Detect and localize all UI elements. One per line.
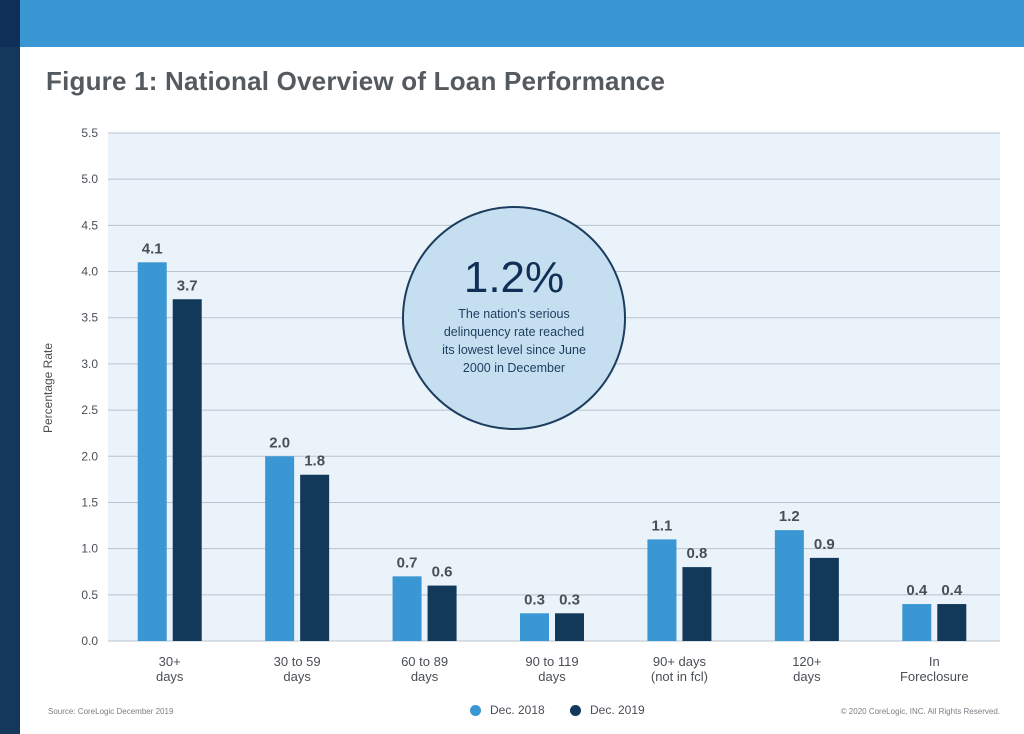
data-label: 4.1 [142, 240, 163, 257]
data-label: 1.2 [779, 508, 800, 525]
header-bar [0, 0, 1024, 47]
data-label: 0.8 [686, 545, 707, 562]
legend-item-series-1: Dec. 2018 [470, 703, 545, 717]
data-label: 1.1 [651, 517, 672, 534]
x-tick-label: 30 to 59 [274, 654, 321, 669]
data-label: 0.4 [941, 582, 963, 599]
callout-text-line: The nation's serious [458, 307, 569, 321]
y-tick-label: 0.0 [81, 634, 98, 648]
bar-series-2 [937, 604, 967, 641]
bar-series-1 [137, 262, 167, 641]
x-tick-label: 60 to 89 [401, 654, 448, 669]
bar-series-1 [774, 530, 804, 641]
bar-series-2 [172, 299, 202, 641]
data-label: 0.3 [559, 591, 580, 608]
data-label: 0.9 [814, 536, 835, 553]
y-tick-label: 5.0 [81, 172, 98, 186]
bar-series-1 [647, 539, 677, 641]
data-label: 0.3 [524, 591, 545, 608]
callout-value: 1.2% [464, 253, 564, 302]
bar-series-1 [902, 604, 932, 641]
copyright-note: © 2020 CoreLogic, INC. All Rights Reserv… [840, 707, 1000, 716]
data-label: 0.6 [432, 564, 453, 581]
bar-series-2 [555, 613, 584, 641]
y-tick-label: 3.0 [81, 357, 98, 371]
bar-series-1 [520, 613, 549, 641]
x-tick-label: days [538, 669, 566, 684]
y-axis-label: Percentage Rate [41, 343, 55, 433]
x-tick-label: days [283, 669, 311, 684]
y-tick-label: 1.0 [81, 542, 98, 556]
y-tick-label: 3.5 [81, 311, 98, 325]
legend-swatch-series-1 [470, 704, 481, 716]
x-tick-label: 30+ [159, 654, 181, 669]
bar-series-2 [300, 474, 330, 641]
x-tick-label: In [929, 654, 940, 669]
y-tick-label: 4.0 [81, 265, 98, 279]
bar-series-2 [809, 557, 839, 641]
x-tick-label: Foreclosure [900, 669, 969, 684]
bar-series-1 [265, 456, 295, 641]
legend-label-series-2: Dec. 2019 [590, 703, 645, 717]
callout-text-line: 2000 in December [463, 361, 565, 375]
y-tick-label: 0.5 [81, 588, 98, 602]
source-note: Source: CoreLogic December 2019 [48, 707, 174, 716]
x-tick-label: 90+ days [653, 654, 707, 669]
x-tick-label: days [793, 669, 821, 684]
x-tick-label: 120+ [792, 654, 821, 669]
x-tick-label: (not in fcl) [651, 669, 708, 684]
callout-text-line: its lowest level since June [442, 343, 586, 357]
data-label: 3.7 [177, 277, 198, 294]
data-label: 0.4 [906, 582, 928, 599]
bar-series-2 [427, 585, 457, 641]
legend-item-series-2: Dec. 2019 [570, 703, 645, 717]
legend-swatch-series-2 [570, 704, 581, 716]
x-tick-label: days [411, 669, 439, 684]
y-tick-label: 5.5 [81, 126, 98, 140]
data-label: 1.8 [304, 453, 325, 470]
page-title: Figure 1: National Overview of Loan Perf… [46, 66, 666, 96]
data-label: 0.7 [397, 554, 418, 571]
callout-text-line: delinquency rate reached [444, 325, 584, 339]
x-tick-label: 90 to 119 [525, 654, 578, 669]
x-tick-label: days [156, 669, 184, 684]
y-tick-label: 2.5 [81, 403, 98, 417]
y-tick-label: 2.0 [81, 449, 98, 463]
bar-series-2 [682, 567, 712, 641]
legend-label-series-1: Dec. 2018 [490, 703, 545, 717]
bar-series-1 [392, 576, 422, 641]
data-label: 2.0 [269, 434, 290, 451]
sidebar-strip [0, 47, 20, 734]
header-corner [0, 0, 20, 47]
y-tick-label: 1.5 [81, 495, 98, 509]
y-tick-label: 4.5 [81, 218, 98, 232]
callout-circle [402, 206, 626, 430]
